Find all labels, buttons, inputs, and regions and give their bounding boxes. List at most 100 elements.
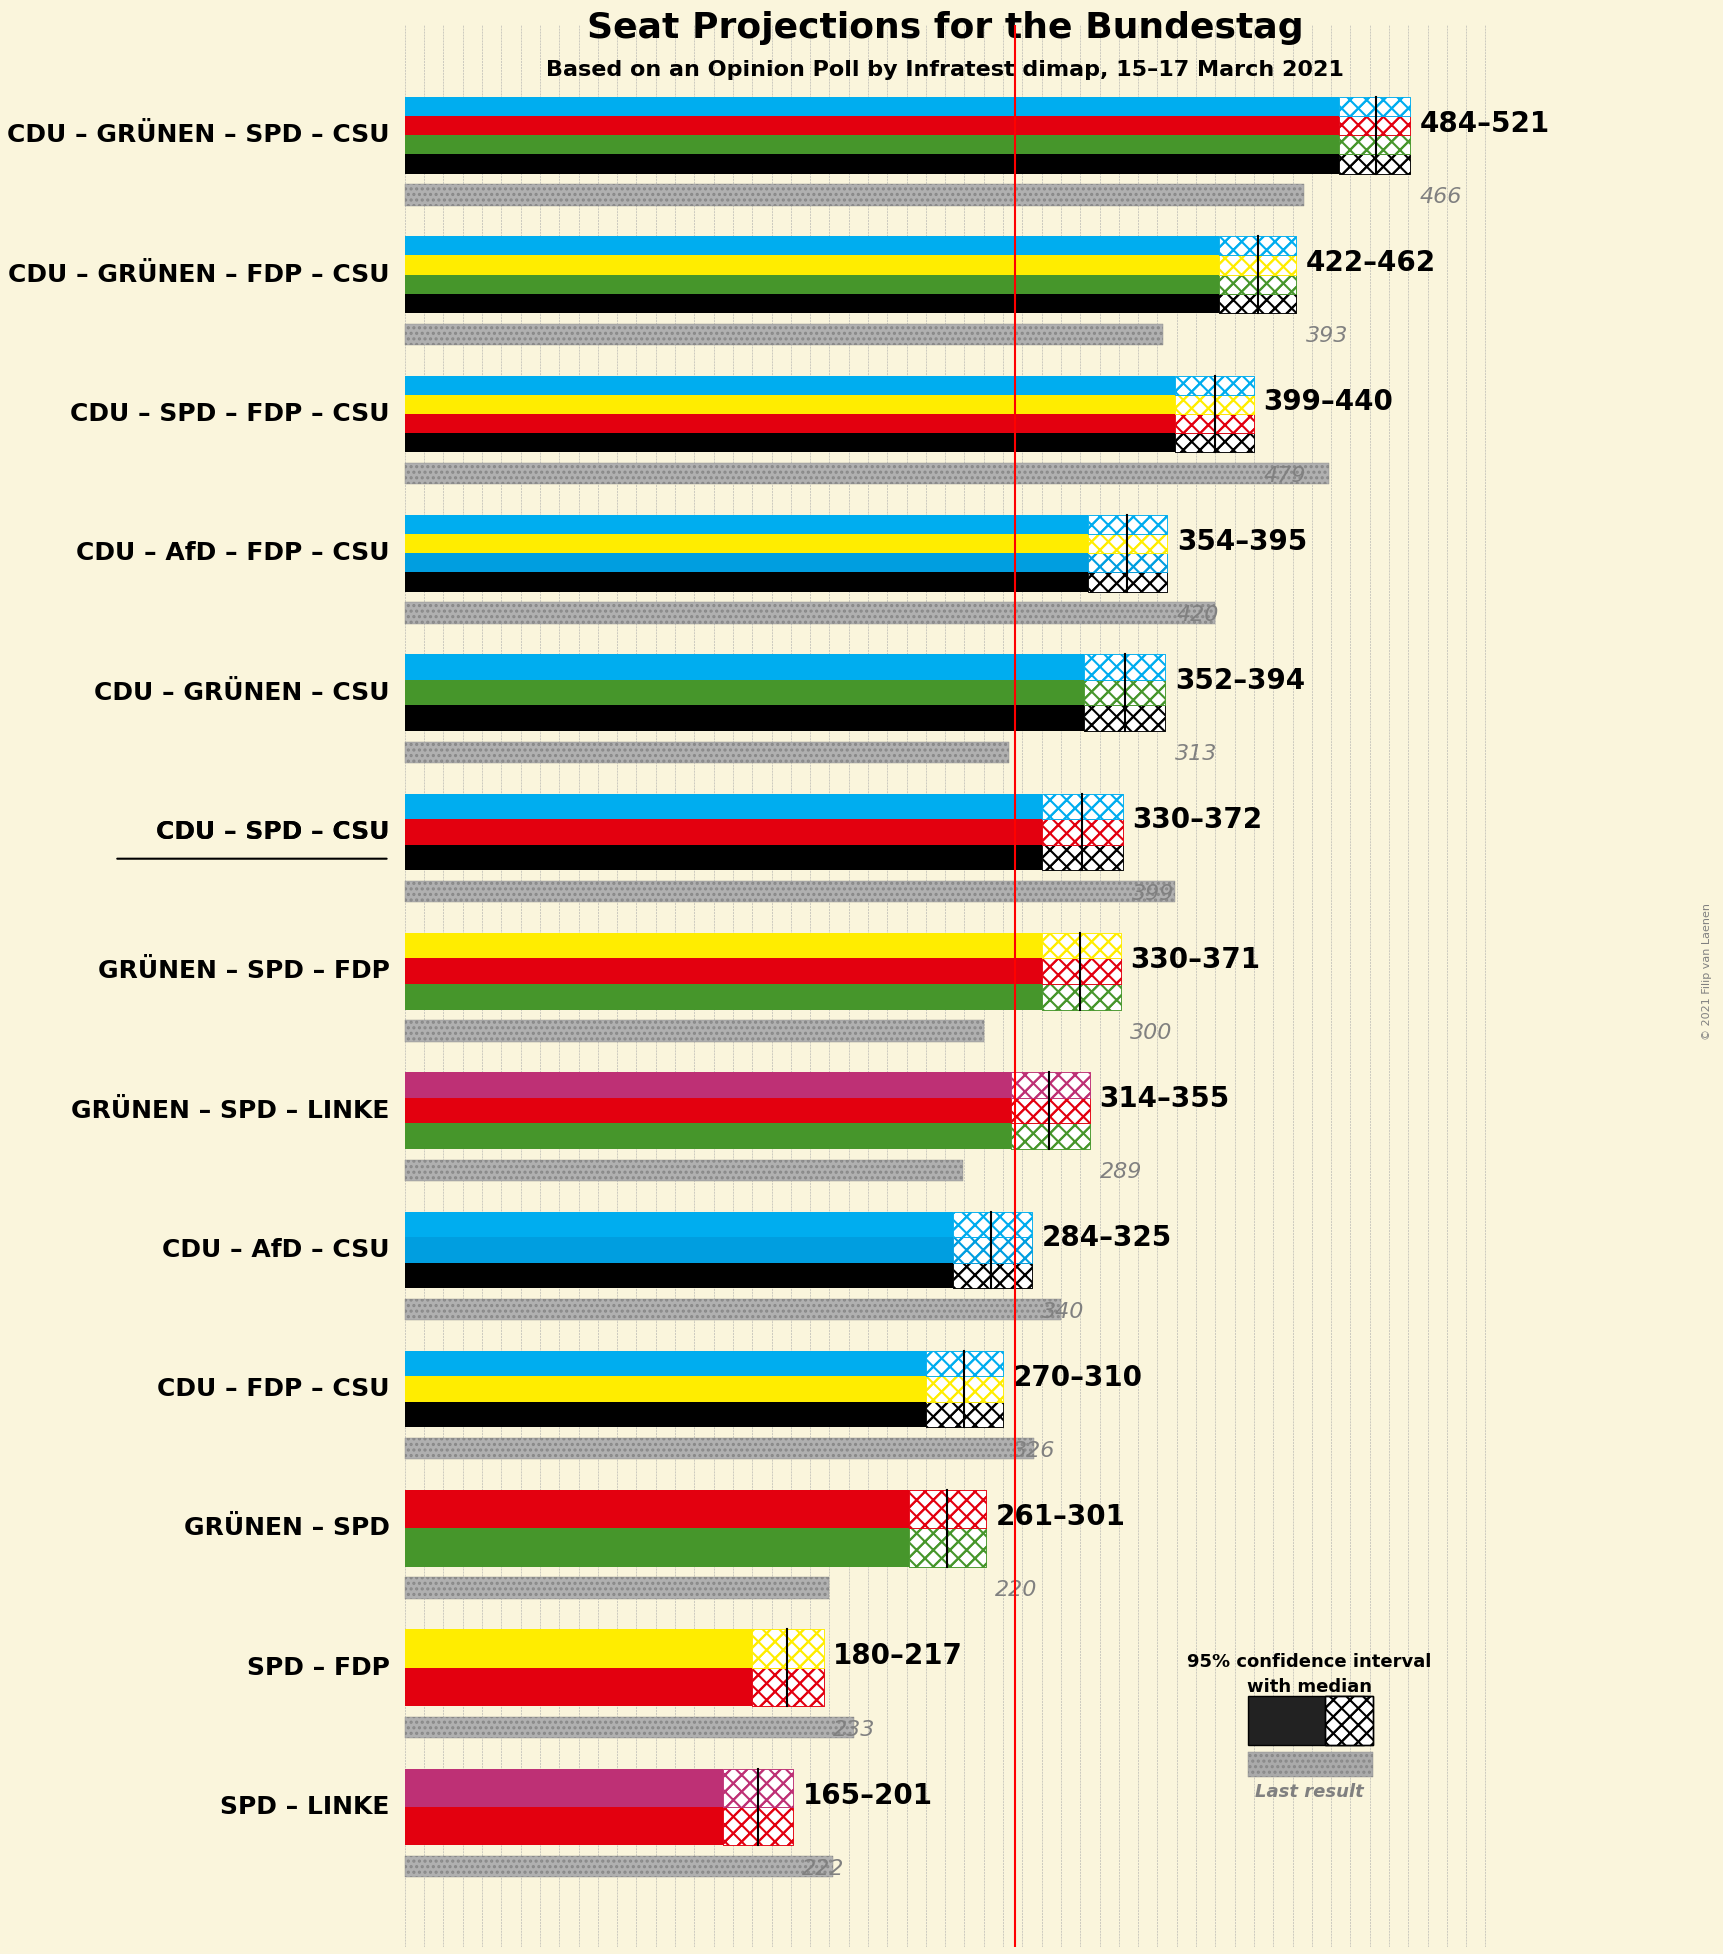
Bar bbox=[1218, 256, 1296, 276]
Bar bbox=[405, 1211, 953, 1237]
Bar bbox=[405, 1491, 908, 1528]
Bar bbox=[405, 1669, 751, 1706]
Bar bbox=[925, 1401, 1003, 1428]
Text: Based on an Opinion Poll by Infratest dimap, 15–17 March 2021: Based on an Opinion Poll by Infratest di… bbox=[546, 61, 1344, 80]
Bar bbox=[405, 1159, 961, 1180]
Bar bbox=[925, 1401, 1003, 1428]
Bar bbox=[953, 1237, 1032, 1262]
Text: CDU – GRÜNEN – SPD – CSU: CDU – GRÜNEN – SPD – CSU bbox=[7, 123, 389, 147]
Text: 222: 222 bbox=[801, 1858, 844, 1880]
Text: CDU – SPD – CSU: CDU – SPD – CSU bbox=[155, 821, 389, 844]
Bar bbox=[1041, 793, 1122, 819]
Bar bbox=[1084, 705, 1165, 731]
Text: 422–462: 422–462 bbox=[1306, 250, 1435, 277]
Bar bbox=[405, 655, 1084, 680]
Text: CDU – AfD – FDP – CSU: CDU – AfD – FDP – CSU bbox=[76, 541, 389, 565]
Bar bbox=[1041, 819, 1122, 844]
Bar bbox=[1087, 516, 1166, 533]
Bar bbox=[1218, 236, 1296, 256]
Bar bbox=[1218, 276, 1296, 293]
Text: 180–217: 180–217 bbox=[832, 1641, 963, 1671]
Text: 314–355: 314–355 bbox=[1099, 1084, 1228, 1114]
Bar bbox=[1218, 276, 1296, 293]
Bar bbox=[405, 184, 1303, 205]
Bar bbox=[1247, 1753, 1373, 1776]
Bar bbox=[405, 463, 1328, 485]
Bar bbox=[1087, 573, 1166, 592]
Bar bbox=[953, 1237, 1032, 1262]
Bar bbox=[405, 434, 1173, 451]
Bar bbox=[1041, 793, 1122, 819]
Text: 340: 340 bbox=[1041, 1301, 1084, 1321]
Bar bbox=[1084, 680, 1165, 705]
Text: 300: 300 bbox=[1130, 1024, 1172, 1043]
Text: 165–201: 165–201 bbox=[801, 1782, 932, 1809]
Bar bbox=[953, 1211, 1032, 1237]
Bar bbox=[405, 115, 1339, 135]
Text: GRÜNEN – SPD – LINKE: GRÜNEN – SPD – LINKE bbox=[71, 1098, 389, 1122]
Bar bbox=[1218, 293, 1296, 313]
Bar bbox=[1041, 985, 1120, 1010]
Bar bbox=[724, 1768, 793, 1807]
Bar bbox=[405, 324, 1163, 346]
Bar bbox=[405, 1124, 1010, 1149]
Text: SPD – LINKE: SPD – LINKE bbox=[221, 1796, 389, 1819]
Bar bbox=[1339, 98, 1409, 115]
Bar bbox=[405, 1401, 925, 1428]
Bar bbox=[1041, 819, 1122, 844]
Bar bbox=[405, 1577, 829, 1598]
Bar bbox=[1087, 533, 1166, 553]
Text: 326: 326 bbox=[1011, 1440, 1054, 1462]
Bar bbox=[405, 1098, 1010, 1124]
Bar bbox=[405, 1718, 855, 1739]
Bar bbox=[405, 1020, 984, 1041]
Text: 220: 220 bbox=[994, 1581, 1037, 1600]
Bar bbox=[405, 1856, 832, 1878]
Bar bbox=[1339, 154, 1409, 174]
Bar bbox=[1173, 395, 1253, 414]
Bar bbox=[1084, 655, 1165, 680]
Bar bbox=[405, 293, 1218, 313]
Bar bbox=[405, 533, 1087, 553]
Bar bbox=[405, 705, 1084, 731]
Bar bbox=[925, 1350, 1003, 1376]
Bar bbox=[405, 1438, 1034, 1460]
Bar bbox=[1173, 375, 1253, 395]
Bar bbox=[1247, 1753, 1373, 1776]
Bar bbox=[1084, 705, 1165, 731]
Bar bbox=[405, 516, 1087, 533]
Text: CDU – GRÜNEN – FDP – CSU: CDU – GRÜNEN – FDP – CSU bbox=[9, 262, 389, 287]
Text: 284–325: 284–325 bbox=[1041, 1225, 1172, 1253]
Bar bbox=[724, 1807, 793, 1845]
Text: 420: 420 bbox=[1177, 606, 1218, 625]
Bar bbox=[1041, 957, 1120, 985]
Bar bbox=[405, 1299, 1060, 1321]
Bar bbox=[405, 881, 1173, 903]
Bar bbox=[1041, 985, 1120, 1010]
Bar bbox=[1010, 1124, 1089, 1149]
Bar bbox=[405, 1577, 829, 1598]
Text: Last result: Last result bbox=[1254, 1782, 1363, 1802]
Bar bbox=[405, 1856, 832, 1878]
Bar bbox=[1087, 516, 1166, 533]
Bar bbox=[1339, 98, 1409, 115]
Bar bbox=[405, 236, 1218, 256]
Bar bbox=[1010, 1098, 1089, 1124]
Text: 352–394: 352–394 bbox=[1173, 666, 1304, 696]
Bar bbox=[405, 256, 1218, 276]
Bar bbox=[751, 1669, 824, 1706]
Bar bbox=[908, 1528, 986, 1567]
Bar bbox=[724, 1768, 793, 1807]
Text: 289: 289 bbox=[1099, 1163, 1141, 1182]
Bar bbox=[405, 602, 1215, 623]
Bar bbox=[1010, 1073, 1089, 1098]
Bar bbox=[405, 98, 1339, 115]
Text: CDU – AfD – CSU: CDU – AfD – CSU bbox=[162, 1237, 389, 1262]
Text: Seat Projections for the Bundestag: Seat Projections for the Bundestag bbox=[586, 12, 1303, 45]
Bar bbox=[405, 1237, 953, 1262]
Text: 399–440: 399–440 bbox=[1263, 389, 1392, 416]
Bar bbox=[724, 1807, 793, 1845]
Bar bbox=[405, 793, 1041, 819]
Bar bbox=[405, 375, 1173, 395]
Bar bbox=[405, 602, 1215, 623]
